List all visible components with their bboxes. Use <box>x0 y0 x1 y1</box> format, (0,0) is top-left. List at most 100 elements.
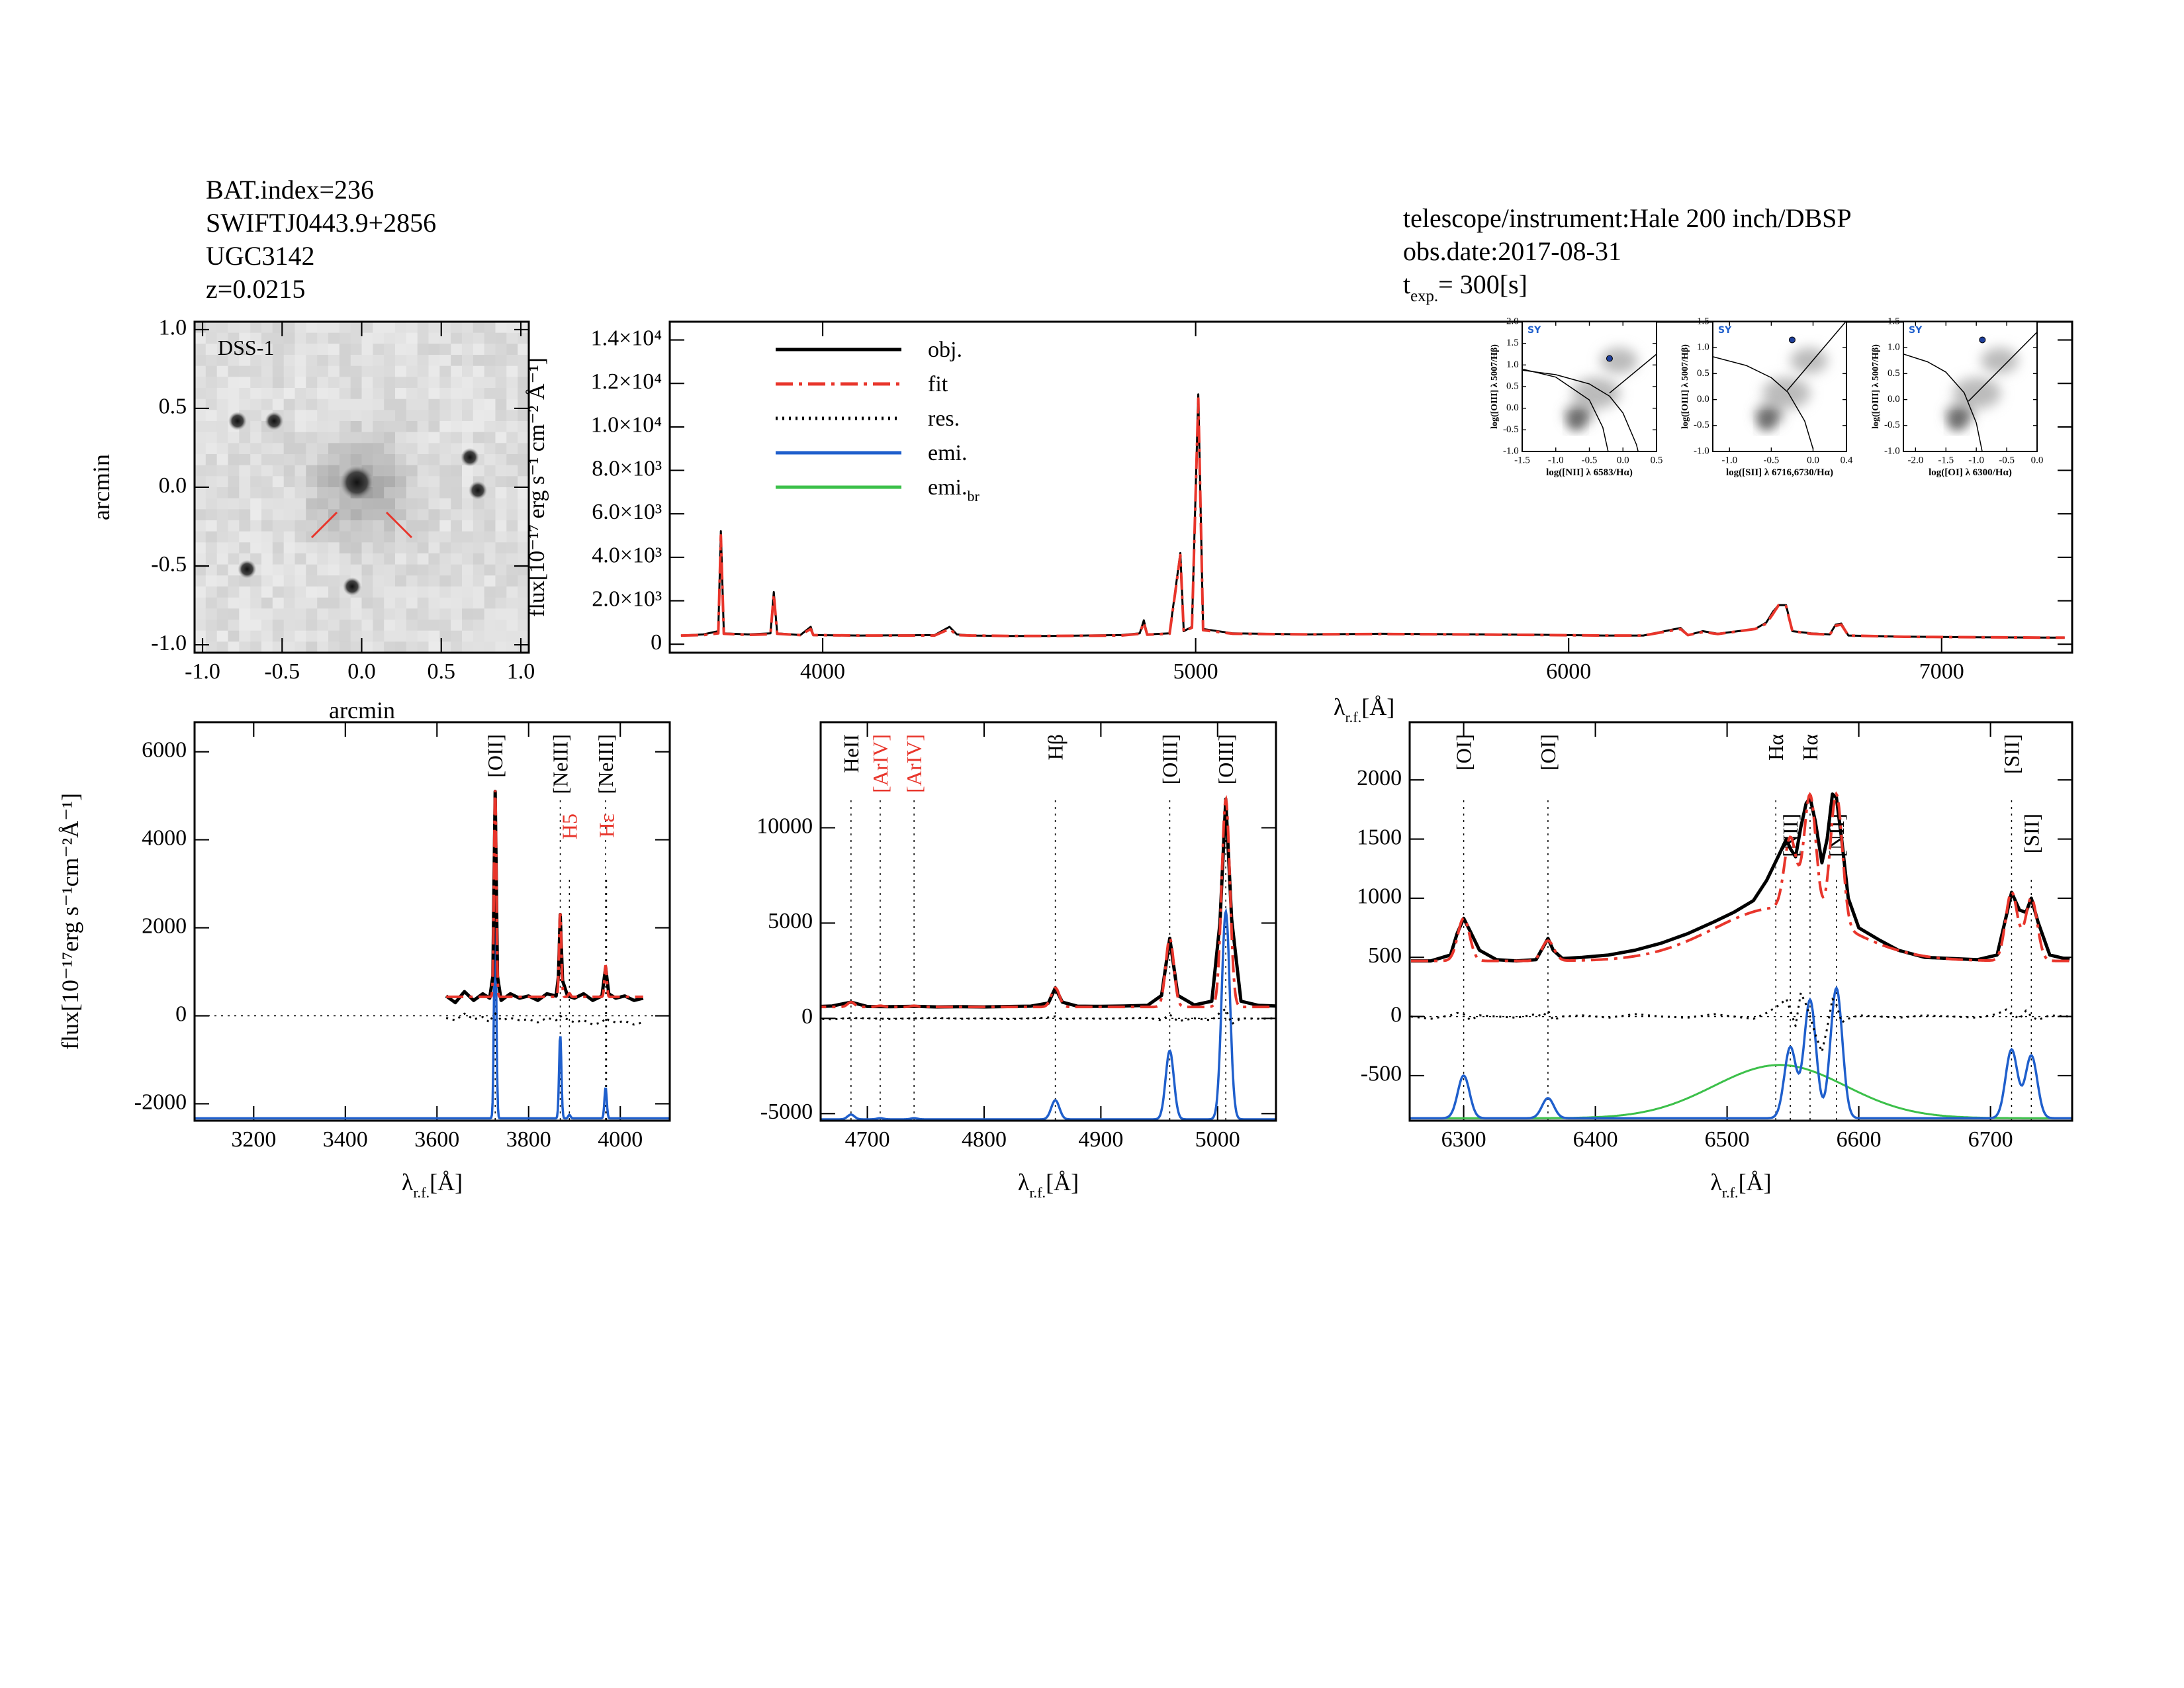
image-pixel <box>428 322 440 334</box>
image-pixel <box>328 322 340 334</box>
image-pixel <box>451 443 463 455</box>
image-pixel <box>295 586 306 598</box>
image-pixel <box>451 421 463 433</box>
image-pixel <box>462 432 474 444</box>
y-tick-label: 1.4×10⁴ <box>591 326 662 350</box>
image-pixel <box>205 620 218 632</box>
image-pixel <box>495 620 507 632</box>
image-pixel <box>462 388 474 400</box>
image-pixel <box>272 476 285 488</box>
image-pixel <box>261 365 273 377</box>
image-pixel <box>428 388 440 400</box>
image-pixel <box>317 586 329 598</box>
image-pixel <box>406 388 418 400</box>
image-pixel <box>283 322 296 334</box>
image-pixel <box>205 487 218 499</box>
image-pixel <box>295 630 306 642</box>
image-pixel <box>428 641 440 653</box>
image-pixel <box>451 410 463 422</box>
image-pixel <box>518 377 529 389</box>
image-pixel <box>395 454 407 466</box>
image-pixel <box>495 597 507 609</box>
image-pixel <box>428 597 440 609</box>
image-pixel <box>428 542 440 554</box>
image-pixel <box>261 487 273 499</box>
image-pixel <box>295 575 306 587</box>
image-pixel <box>462 332 474 344</box>
image-pixel <box>228 355 240 367</box>
image-pixel <box>451 630 463 642</box>
image-pixel <box>406 377 418 389</box>
source <box>469 481 488 500</box>
image-pixel <box>462 344 474 355</box>
image-pixel <box>195 620 206 632</box>
image-pixel <box>250 608 262 620</box>
x-tick-label: 4800 <box>962 1127 1007 1152</box>
image-pixel <box>417 388 430 400</box>
legend-name: emi. <box>928 475 967 500</box>
object-point <box>1788 336 1796 344</box>
y-tick-label: -0.5 <box>1694 420 1709 430</box>
label-unit: [Å] <box>1739 1169 1772 1196</box>
line-label: [OI] <box>1536 734 1560 771</box>
image-pixel <box>417 332 430 344</box>
image-pixel <box>306 365 318 377</box>
image-pixel <box>306 410 318 422</box>
image-pixel <box>261 641 273 653</box>
image-pixel <box>306 432 318 444</box>
image-pixel <box>317 432 329 444</box>
image-pixel <box>205 586 218 598</box>
image-pixel <box>317 608 329 620</box>
image-pixel <box>205 410 218 422</box>
x-tick-label: 0.5 <box>427 659 455 684</box>
image-pixel <box>228 630 240 642</box>
image-pixel <box>205 575 218 587</box>
plot-frame <box>1408 721 2073 1122</box>
image-pixel <box>462 531 474 543</box>
y-tick-label: 0 <box>801 1004 813 1029</box>
image-pixel <box>361 410 373 422</box>
line-label: [OIII] <box>1158 734 1181 784</box>
y-tick-label: -5000 <box>760 1100 813 1124</box>
image-pixel <box>339 421 351 433</box>
image-pixel <box>395 531 407 543</box>
image-pixel <box>428 586 440 598</box>
image-pixel <box>373 365 385 377</box>
image-pixel <box>417 355 430 367</box>
image-pixel <box>272 332 285 344</box>
image-pixel <box>339 432 351 444</box>
image-pixel <box>339 553 351 565</box>
image-pixel <box>350 509 363 521</box>
x-tick-label: 0.4 <box>1841 455 1853 465</box>
image-pixel <box>495 542 507 554</box>
image-pixel <box>518 641 529 653</box>
x-tick-label: 7000 <box>1919 659 1964 684</box>
image-pixel <box>384 344 396 355</box>
image-pixel <box>216 476 229 488</box>
image-pixel <box>339 641 351 653</box>
image-pixel <box>339 399 351 410</box>
image-pixel <box>439 586 451 598</box>
image-pixel <box>495 520 507 532</box>
image-pixel <box>484 465 496 477</box>
image-pixel <box>473 641 485 653</box>
image-pixel <box>295 641 306 653</box>
image-pixel <box>228 641 240 653</box>
image-pixel <box>205 322 218 334</box>
image-pixel <box>417 432 430 444</box>
image-pixel <box>272 454 285 466</box>
image-pixel <box>395 365 407 377</box>
image-pixel <box>250 620 262 632</box>
image-pixel <box>272 564 285 576</box>
image-pixel <box>350 432 363 444</box>
image-pixel <box>317 421 329 433</box>
image-pixel <box>228 498 240 510</box>
image-pixel <box>239 586 251 598</box>
image-pixel <box>228 377 240 389</box>
y-tick-label: 1.0 <box>1888 342 1900 353</box>
image-pixel <box>473 553 485 565</box>
image-pixel <box>506 465 518 477</box>
y-tick-label: 1.0 <box>159 316 187 340</box>
image-pixel <box>339 630 351 642</box>
image-pixel <box>250 575 262 587</box>
